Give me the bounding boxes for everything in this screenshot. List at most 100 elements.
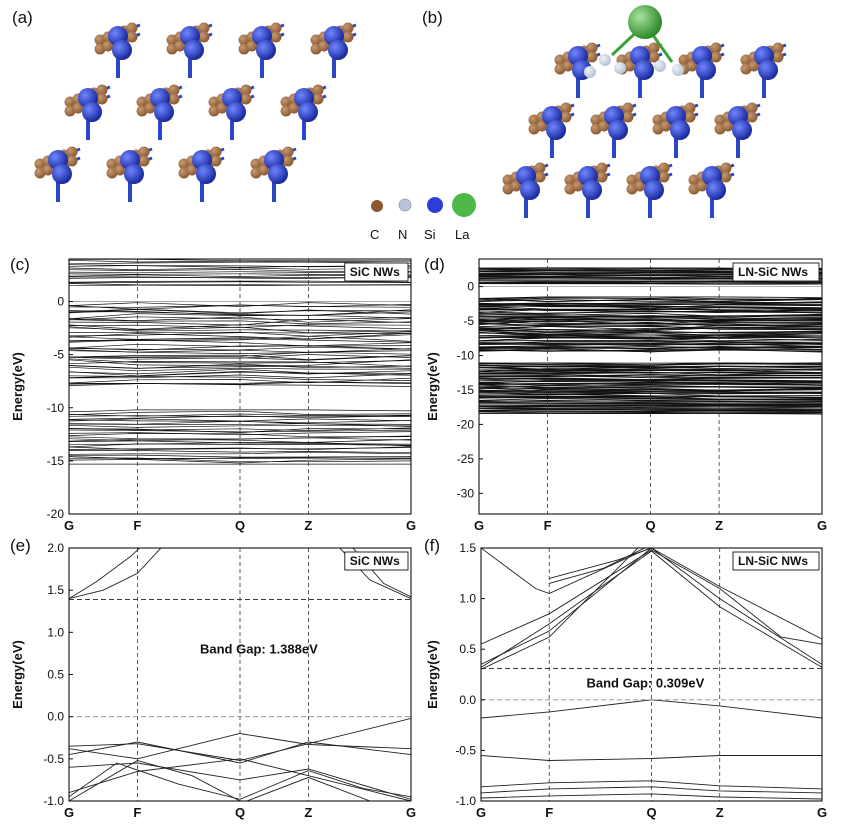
sic-atom-si	[256, 40, 276, 60]
valence-band	[69, 760, 241, 801]
valence-band	[479, 369, 822, 372]
valence-band	[479, 318, 822, 322]
y-axis-label: Energy(eV)	[425, 352, 440, 421]
band-gap-annotation: Band Gap: 0.309eV	[587, 676, 705, 691]
kpoint-label: G	[406, 518, 416, 533]
legend-label: SiC NWs	[350, 265, 400, 279]
plot-frame	[478, 258, 823, 515]
lnsic-atom-c	[586, 51, 598, 63]
lnsic-atom-c	[596, 171, 608, 183]
lnsic-atom-c	[746, 102, 758, 114]
valence-band	[69, 308, 411, 314]
kpoint-label: F	[544, 518, 552, 533]
legend-label: SiC NWs	[350, 554, 400, 568]
y-tick-label: 0.0	[459, 693, 476, 707]
y-axis-label: Energy(eV)	[10, 640, 25, 709]
kpoint-label: F	[133, 805, 141, 820]
sic-atom-c	[198, 22, 210, 34]
sic-atom-c	[312, 93, 324, 105]
valence-band	[479, 327, 822, 333]
valence-band	[69, 762, 411, 800]
valence-band	[479, 405, 822, 407]
kpoint-label: F	[545, 805, 553, 820]
panel-label-a: (a)	[12, 8, 33, 27]
sic-atom-si	[226, 102, 246, 122]
sic-atom-c	[138, 155, 150, 167]
valence-band	[479, 297, 822, 303]
valence-band	[69, 424, 411, 428]
y-tick-label: 0	[57, 295, 64, 309]
kpoint-label: Z	[304, 805, 312, 820]
valence-band	[479, 404, 822, 406]
lnsic-atom-c	[648, 51, 660, 63]
valence-band	[479, 367, 822, 371]
lnsic-atom-si	[634, 60, 654, 80]
band-structure-chart-c: (c) -20 -15 -10 -5 0 G F Q Z G Energy(eV) SiC NWs	[10, 255, 416, 533]
y-axis-label: Energy(eV)	[425, 640, 440, 709]
panel-label-f: (f)	[424, 536, 440, 555]
plot-frame	[480, 547, 823, 802]
lnsic-atom-c	[710, 42, 722, 54]
atom-legend: C N Si La	[370, 193, 476, 242]
valence-band	[479, 339, 822, 343]
conduction-band	[69, 277, 411, 279]
atom-la-label: La	[455, 227, 470, 242]
valence-band	[479, 325, 822, 330]
lnsic-atom-c	[658, 171, 670, 183]
sic-atom-c	[240, 93, 252, 105]
y-tick-label: -5	[463, 314, 474, 328]
lnsic-atom-si	[520, 180, 540, 200]
conduction-band	[481, 548, 822, 665]
kpoint-label: G	[817, 805, 827, 820]
valence-band	[69, 410, 411, 416]
valence-band	[69, 350, 411, 358]
y-tick-label: -5	[53, 348, 64, 362]
conduction-band	[549, 548, 645, 584]
kpoint-label: Q	[235, 805, 245, 820]
conduction-band	[481, 548, 652, 594]
y-tick-label: 0.0	[47, 710, 64, 724]
kpoint-label: Z	[304, 518, 312, 533]
sic-atom-si	[82, 102, 102, 122]
sic-atom-c	[282, 146, 294, 158]
valence-band	[69, 428, 411, 433]
valence-band	[69, 309, 411, 315]
sic-atom-c	[126, 31, 138, 43]
kpoint-label: Q	[235, 518, 245, 533]
y-tick-label: -20	[47, 507, 65, 521]
lnsic-atom-c	[622, 102, 634, 114]
lnsic-atom-n	[672, 64, 684, 76]
y-tick-label: -0.5	[43, 752, 64, 766]
kpoint-label: G	[64, 518, 74, 533]
conduction-band	[69, 548, 141, 599]
y-axis-label: Energy(eV)	[10, 352, 25, 421]
sic-atom-c	[282, 155, 294, 167]
y-tick-label: 0	[467, 280, 474, 294]
legend-label: LN-SiC NWs	[738, 554, 808, 568]
y-tick-label: -1.0	[455, 794, 476, 808]
lnsic-atom-c	[596, 162, 608, 174]
valence-band	[69, 741, 411, 764]
y-tick-label: 1.0	[459, 592, 476, 606]
lnsic-atom-n	[654, 60, 666, 72]
sic-atom-c	[126, 22, 138, 34]
kpoint-label: G	[476, 805, 486, 820]
valence-band	[69, 324, 411, 328]
lnsic-atom-si	[758, 60, 778, 80]
y-tick-label: 0.5	[47, 668, 64, 682]
y-tick-label: -10	[47, 401, 65, 415]
atom-n-swatch	[398, 198, 412, 212]
sic-atom-si	[268, 164, 288, 184]
sic-atom-c	[270, 22, 282, 34]
sic-atom-c	[96, 93, 108, 105]
valence-band	[69, 326, 411, 334]
atom-c-label: C	[370, 227, 379, 242]
atom-si-swatch	[427, 197, 443, 213]
y-tick-label: 1.0	[47, 625, 64, 639]
kpoint-label: G	[817, 518, 827, 533]
kpoint-label: F	[133, 518, 141, 533]
band-structure-chart-e: (e) Band Gap: 1.388eV -1.0 -0.5 0.0 0.5 1.0 1.…	[10, 536, 416, 820]
valence-band	[479, 346, 822, 352]
lnsic-atom-si	[582, 180, 602, 200]
